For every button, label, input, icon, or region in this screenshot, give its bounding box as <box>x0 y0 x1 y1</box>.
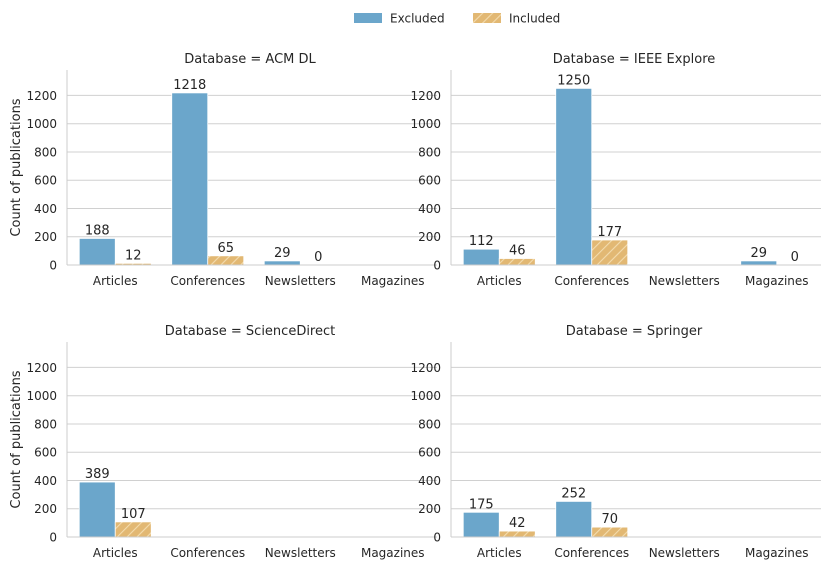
data-label: 107 <box>121 507 146 522</box>
panel-title: Database = ScienceDirect <box>165 324 336 339</box>
x-tick-label: Newsletters <box>265 546 336 560</box>
y-tick-label: 1200 <box>410 89 441 103</box>
bar-included <box>498 530 536 538</box>
facet-panel-ieee-explore: 0 200 400 600 800 1000 1200 Database = IEEE Exp… <box>410 52 821 288</box>
y-tick-label: 600 <box>418 446 441 460</box>
y-tick-label: 800 <box>418 145 441 159</box>
panel-title: Database = ACM DL <box>184 52 316 67</box>
y-tick-label: 1000 <box>410 117 441 131</box>
x-tick-label: Articles <box>93 546 138 560</box>
data-label: 177 <box>597 225 622 240</box>
legend-label-excluded: Excluded <box>390 12 445 26</box>
y-tick-label: 400 <box>418 474 441 488</box>
y-axis-label: Count of publications <box>9 370 24 508</box>
y-tick-label: 400 <box>34 474 57 488</box>
data-label: 1218 <box>173 78 206 93</box>
x-tick-label: Magazines <box>361 546 425 560</box>
bar-excluded <box>78 238 116 266</box>
x-tick-label: Articles <box>93 274 138 288</box>
data-label: 70 <box>601 512 618 527</box>
x-tick-label: Magazines <box>745 546 809 560</box>
data-label: 0 <box>314 250 322 265</box>
y-tick-label: 0 <box>433 531 441 545</box>
y-tick-label: 1200 <box>26 361 57 375</box>
y-tick-label: 800 <box>418 417 441 431</box>
data-label: 1250 <box>557 73 590 88</box>
bar-excluded <box>171 92 209 266</box>
legend: Excluded Included <box>354 12 560 26</box>
bar-excluded <box>462 248 500 266</box>
panel-title: Database = IEEE Explore <box>553 52 716 67</box>
x-tick-label: Magazines <box>745 274 809 288</box>
x-tick-label: Newsletters <box>265 274 336 288</box>
x-tick-label: Articles <box>477 546 522 560</box>
y-tick-label: 600 <box>34 446 57 460</box>
y-tick-label: 0 <box>49 531 57 545</box>
data-label: 252 <box>561 486 586 501</box>
bar-included <box>207 255 245 266</box>
x-tick-label: Magazines <box>361 274 425 288</box>
y-axis-label: Count of publications <box>9 98 24 236</box>
data-label: 0 <box>791 250 799 265</box>
bar-included <box>591 526 629 538</box>
data-label: 42 <box>509 516 526 531</box>
y-tick-label: 400 <box>34 202 57 216</box>
y-tick-label: 400 <box>418 202 441 216</box>
y-tick-label: 0 <box>49 259 57 273</box>
facet-panel-sciencedirect: 0 200 400 600 800 1000 1200 Database = ScienceD… <box>9 324 437 560</box>
y-tick-label: 1200 <box>410 361 441 375</box>
facet-panel-acm-dl: 0 200 400 600 800 1000 1200 Database = ACM DL Co… <box>9 52 437 288</box>
bar-excluded <box>263 260 301 266</box>
legend-swatch-excluded <box>354 13 382 23</box>
data-label: 29 <box>274 246 291 261</box>
data-label: 65 <box>217 241 234 256</box>
data-label: 188 <box>85 223 110 238</box>
y-tick-label: 800 <box>34 145 57 159</box>
panel-title: Database = Springer <box>566 324 703 339</box>
y-tick-label: 0 <box>433 259 441 273</box>
data-label: 12 <box>125 248 142 263</box>
y-tick-label: 600 <box>418 174 441 188</box>
x-tick-label: Newsletters <box>649 274 720 288</box>
data-label: 112 <box>469 234 494 249</box>
x-tick-label: Conferences <box>554 546 629 560</box>
y-tick-label: 200 <box>418 230 441 244</box>
y-tick-label: 200 <box>34 230 57 244</box>
legend-label-included: Included <box>509 12 560 26</box>
y-tick-label: 200 <box>418 502 441 516</box>
y-tick-label: 800 <box>34 417 57 431</box>
legend-swatch-included <box>473 13 501 23</box>
y-tick-label: 200 <box>34 502 57 516</box>
bar-excluded <box>555 500 593 538</box>
bar-included <box>591 239 629 266</box>
bar-included <box>498 258 536 266</box>
bar-excluded <box>462 511 500 538</box>
bar-excluded <box>740 260 778 266</box>
x-tick-label: Conferences <box>554 274 629 288</box>
facet-panel-springer: 0 200 400 600 800 1000 1200 Database = Springer… <box>410 324 821 560</box>
x-tick-label: Conferences <box>170 274 245 288</box>
bar-excluded <box>555 87 593 266</box>
y-tick-label: 1000 <box>26 117 57 131</box>
y-tick-label: 1200 <box>26 89 57 103</box>
data-label: 175 <box>469 497 494 512</box>
y-tick-label: 1000 <box>26 389 57 403</box>
data-label: 29 <box>750 246 767 261</box>
x-tick-label: Newsletters <box>649 546 720 560</box>
bar-included <box>114 521 152 538</box>
data-label: 389 <box>85 467 110 482</box>
y-tick-label: 1000 <box>410 389 441 403</box>
x-tick-label: Articles <box>477 274 522 288</box>
data-label: 46 <box>509 244 526 259</box>
y-tick-label: 600 <box>34 174 57 188</box>
x-tick-label: Conferences <box>170 546 245 560</box>
bar-excluded <box>78 481 116 538</box>
